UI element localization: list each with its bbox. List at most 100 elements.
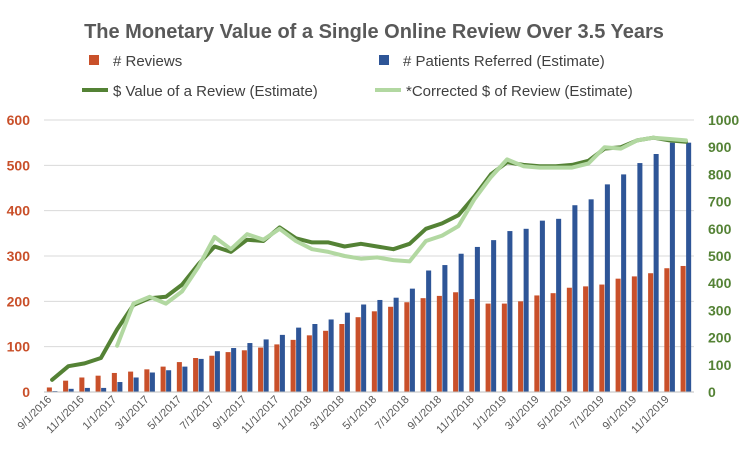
bar-reviews bbox=[615, 278, 621, 392]
gridlines bbox=[44, 119, 694, 393]
bar-patients-referred-estimate bbox=[377, 299, 383, 392]
bar-patients-referred-estimate bbox=[507, 231, 513, 392]
bar-patients-referred-estimate bbox=[669, 142, 675, 392]
bar-reviews bbox=[128, 371, 134, 392]
bar-reviews bbox=[583, 286, 589, 392]
bar-reviews bbox=[274, 344, 280, 392]
y-right-tick-label: 300 bbox=[708, 302, 732, 318]
chart-title: The Monetary Value of a Single Online Re… bbox=[84, 21, 664, 43]
bar-reviews bbox=[160, 366, 166, 392]
y-right-tick-label: 200 bbox=[708, 330, 732, 346]
bar-reviews bbox=[404, 302, 410, 392]
x-tick-label: 3/1/2017 bbox=[113, 394, 152, 433]
bar-patients-referred-estimate bbox=[539, 220, 545, 392]
bar-reviews bbox=[371, 311, 377, 392]
bar-reviews bbox=[648, 273, 654, 392]
bar-patients-referred-estimate bbox=[426, 270, 432, 392]
bar-reviews bbox=[323, 330, 329, 392]
bar-patients-referred-estimate bbox=[409, 288, 415, 392]
bar-reviews bbox=[485, 303, 491, 392]
legend-item-reviews: # Reviews bbox=[89, 53, 182, 70]
y-left-tick-label: 300 bbox=[7, 248, 31, 264]
bar-reviews bbox=[664, 268, 670, 392]
lines bbox=[50, 135, 688, 382]
y-left-tick-label: 100 bbox=[7, 339, 31, 355]
bar-patients-referred-estimate bbox=[442, 265, 448, 392]
y-right-tick-label: 0 bbox=[708, 384, 716, 400]
bar-patients-referred-estimate bbox=[588, 199, 594, 392]
x-tick-label: 3/1/2019 bbox=[503, 394, 542, 433]
y-left-tick-label: 200 bbox=[7, 293, 31, 309]
x-tick-label: 1/1/2018 bbox=[275, 394, 314, 433]
bar-reviews bbox=[95, 375, 101, 392]
bar-patients-referred-estimate bbox=[686, 142, 692, 392]
bar-patients-referred-estimate bbox=[68, 388, 74, 392]
bar-reviews bbox=[518, 301, 524, 392]
bar-reviews bbox=[388, 306, 394, 392]
bar-patients-referred-estimate bbox=[328, 319, 334, 392]
x-tick-label: 1/1/2017 bbox=[80, 394, 119, 433]
legend-swatch-reviews bbox=[89, 55, 99, 65]
bar-reviews bbox=[79, 377, 85, 392]
bar-patients-referred-estimate bbox=[133, 377, 139, 392]
bar-reviews bbox=[550, 293, 556, 392]
bar-reviews bbox=[534, 295, 540, 392]
y-right-tick-label: 700 bbox=[708, 194, 732, 210]
bar-reviews bbox=[355, 317, 361, 392]
bar-reviews bbox=[258, 347, 264, 392]
y-right-tick-label: 800 bbox=[708, 166, 732, 182]
bar-reviews bbox=[453, 292, 459, 392]
bar-patients-referred-estimate bbox=[231, 348, 237, 392]
bar-reviews bbox=[631, 276, 637, 392]
bar-patients-referred-estimate bbox=[247, 343, 253, 392]
bar-patients-referred-estimate bbox=[653, 154, 659, 392]
line-corrected-of-review-estimate bbox=[115, 135, 688, 348]
bar-patients-referred-estimate bbox=[458, 253, 464, 392]
y-left-tick-label: 400 bbox=[7, 203, 31, 219]
bar-reviews bbox=[144, 369, 150, 392]
bar-patients-referred-estimate bbox=[474, 246, 480, 392]
bar-patients-referred-estimate bbox=[101, 387, 107, 392]
bar-patients-referred-estimate bbox=[344, 312, 350, 392]
bar-reviews bbox=[176, 362, 182, 392]
y-left-tick-label: 600 bbox=[7, 112, 31, 128]
bar-reviews bbox=[420, 298, 426, 392]
bar-reviews bbox=[501, 303, 507, 392]
bar-patients-referred-estimate bbox=[263, 339, 269, 392]
x-tick-label: 5/1/2018 bbox=[340, 394, 379, 433]
legend-label-reviews: # Reviews bbox=[113, 53, 182, 70]
x-tick-label: 3/1/2018 bbox=[308, 394, 347, 433]
y-left-tick-label: 500 bbox=[7, 157, 31, 173]
legend-label-corrected-value: *Corrected $ of Review (Estimate) bbox=[406, 83, 633, 100]
bar-reviews bbox=[469, 299, 475, 392]
bar-reviews bbox=[225, 352, 231, 392]
axes: 0 100 200 300 400 500 600 0 100 200 300 400 500 600 70… bbox=[7, 112, 740, 436]
y-right-tick-label: 500 bbox=[708, 248, 732, 264]
bar-reviews bbox=[46, 387, 52, 392]
x-tick-label: 1/1/2019 bbox=[470, 394, 509, 433]
bar-patients-referred-estimate bbox=[572, 205, 578, 392]
bar-reviews bbox=[680, 265, 686, 392]
bar-patients-referred-estimate bbox=[523, 228, 529, 392]
y-right-tick-label: 100 bbox=[708, 357, 732, 373]
y-right-tick-label: 900 bbox=[708, 139, 732, 155]
bar-patients-referred-estimate bbox=[84, 387, 90, 392]
x-tick-label: 5/1/2017 bbox=[145, 394, 184, 433]
bar-reviews bbox=[209, 355, 215, 392]
bar-reviews bbox=[290, 339, 296, 392]
bar-patients-referred-estimate bbox=[637, 163, 643, 392]
legend-item-corrected-value: *Corrected $ of Review (Estimate) bbox=[375, 83, 633, 100]
legend-item-value-of-review: $ Value of a Review (Estimate) bbox=[82, 83, 318, 100]
bar-patients-referred-estimate bbox=[279, 334, 285, 392]
x-tick-label: 7/1/2019 bbox=[568, 394, 607, 433]
bars bbox=[46, 142, 692, 392]
bar-patients-referred-estimate bbox=[312, 324, 318, 392]
bar-patients-referred-estimate bbox=[117, 382, 123, 392]
y-right-tick-label: 400 bbox=[708, 275, 732, 291]
bar-patients-referred-estimate bbox=[182, 366, 188, 392]
x-tick-label: 7/1/2017 bbox=[178, 394, 217, 433]
y-left-tick-label: 0 bbox=[22, 384, 30, 400]
x-tick-label: 7/1/2018 bbox=[373, 394, 412, 433]
bar-patients-referred-estimate bbox=[393, 297, 399, 392]
